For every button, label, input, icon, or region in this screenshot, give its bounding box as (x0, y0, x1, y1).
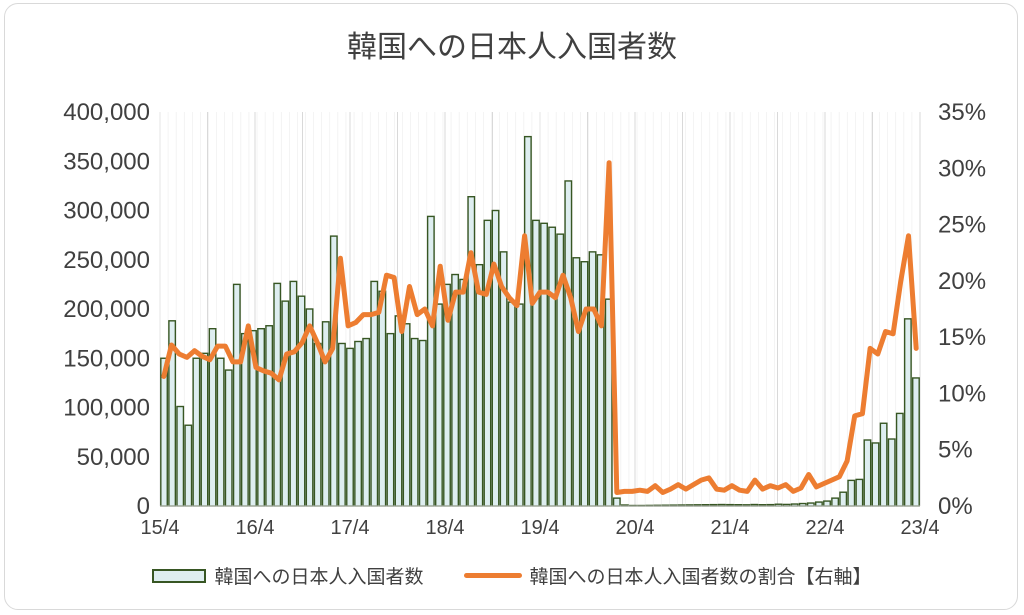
bar (184, 424, 193, 507)
y-right-tick-label: 25% (938, 212, 986, 239)
bar (491, 209, 500, 507)
y-left-tick-label: 300,000 (63, 198, 150, 225)
x-tick-label: 15/4 (141, 517, 180, 539)
legend-label-bars: 韓国への日本人入国者数 (214, 566, 424, 588)
bar (337, 342, 346, 507)
bar (402, 323, 411, 507)
x-tick-label: 17/4 (331, 517, 370, 539)
bar (863, 439, 872, 507)
bar (362, 337, 371, 507)
bar (879, 422, 888, 507)
bar (176, 405, 185, 507)
bar (354, 340, 363, 507)
bar (297, 295, 306, 507)
x-tick-label: 23/4 (901, 517, 940, 539)
bar (321, 321, 330, 507)
legend-swatch-bar (152, 568, 207, 583)
bar (912, 377, 920, 507)
bar (467, 196, 476, 507)
bar (815, 501, 823, 507)
bar (887, 438, 896, 507)
bar (305, 308, 314, 507)
bar (459, 278, 468, 507)
bar (871, 442, 880, 507)
bar (394, 315, 403, 507)
bar (507, 301, 516, 507)
bar (410, 337, 419, 507)
bar (831, 497, 840, 507)
bar (426, 215, 435, 507)
x-tick-label: 16/4 (236, 517, 275, 539)
bar (346, 347, 354, 507)
y-right-tick-label: 0% (938, 493, 973, 520)
series-line (161, 160, 919, 495)
bar (588, 251, 597, 507)
bar (564, 180, 573, 507)
bar (160, 357, 168, 507)
bar (418, 339, 427, 507)
bar (523, 135, 532, 507)
bar (273, 282, 282, 507)
bar (378, 290, 387, 507)
legend-item-bars: 韓国への日本人入国者数 (152, 562, 424, 589)
bar (548, 226, 557, 507)
bar (313, 342, 322, 507)
y-left-tick-label: 400,000 (63, 99, 150, 126)
bar (435, 303, 443, 507)
bar (483, 219, 492, 507)
bar (612, 497, 621, 507)
bar (192, 357, 201, 507)
bar (289, 280, 298, 507)
bar (216, 357, 225, 507)
y-left-tick-label: 150,000 (63, 345, 150, 372)
legend-item-line: 韓国への日本人入国者数の割合【右軸】 (463, 562, 872, 589)
bar (515, 303, 524, 507)
bar (200, 352, 209, 507)
y-right-tick-label: 30% (938, 155, 986, 182)
bar (540, 222, 548, 507)
x-tick-label: 20/4 (616, 517, 655, 539)
y-right-tick-label: 10% (938, 380, 986, 407)
bar (475, 263, 484, 507)
y-left-tick-label: 0 (137, 493, 150, 520)
bar (580, 261, 589, 507)
y-right-tick-label: 20% (938, 268, 986, 295)
bar (329, 235, 338, 507)
y-left-tick-label: 200,000 (63, 296, 150, 323)
bar (903, 318, 912, 507)
bar (895, 412, 904, 507)
x-tick-label: 18/4 (426, 517, 465, 539)
y-left-tick-label: 50,000 (77, 444, 150, 471)
x-tick-label: 22/4 (806, 517, 845, 539)
y-left-tick-label: 100,000 (63, 395, 150, 422)
bar (257, 328, 265, 507)
bar (232, 283, 241, 507)
legend-label-line: 韓国への日本人入国者数の割合【右軸】 (529, 566, 872, 588)
bar (386, 332, 395, 507)
legend-swatch-line (463, 573, 522, 578)
bar (265, 325, 274, 507)
bar (224, 369, 233, 507)
bar (839, 491, 848, 507)
bar (572, 257, 581, 507)
bar (281, 300, 290, 507)
y-right-tick-label: 35% (938, 99, 986, 126)
chart-title: 韓国への日本人入国者数 (347, 30, 677, 65)
y-right-tick-label: 5% (938, 437, 973, 464)
legend: 韓国への日本人入国者数 韓国への日本人入国者数の割合【右軸】 (0, 562, 1024, 589)
bar (823, 500, 831, 507)
bar (855, 478, 864, 507)
y-left-tick-label: 350,000 (63, 148, 150, 175)
y-right-tick-label: 15% (938, 324, 986, 351)
y-left-tick-label: 250,000 (63, 247, 150, 274)
x-tick-label: 19/4 (521, 517, 560, 539)
bar (847, 479, 856, 507)
x-tick-label: 21/4 (711, 517, 750, 539)
bar (532, 219, 540, 507)
